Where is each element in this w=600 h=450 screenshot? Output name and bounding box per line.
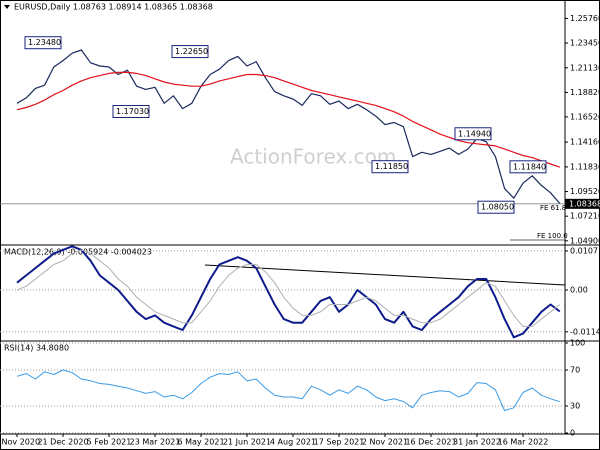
price-annotation: 1.08050 — [477, 200, 515, 214]
x-tick-label: 17 Sep 2021 — [314, 438, 365, 447]
y-tick-label: 1.16520 — [570, 112, 600, 121]
watermark: ActionForex.com — [230, 145, 396, 169]
y-tick-label: 0.00 — [570, 285, 588, 294]
x-tick-label: 16 Mar 2022 — [498, 438, 549, 447]
annotation-box — [509, 160, 547, 174]
price-annotation: 1.14940 — [454, 127, 492, 141]
price-annotation: 1.11850 — [371, 160, 409, 174]
series-line — [16, 49, 561, 204]
price-annotation: 1.17030 — [112, 104, 150, 118]
x-tick-label: 5 Feb 2021 — [87, 438, 132, 447]
annotation-box — [454, 127, 492, 141]
x-tick-label: 21 Jun 2021 — [223, 438, 271, 447]
x-tick-label: 5 Nov 2020 — [0, 438, 40, 447]
annotation-label: 1.14940 — [458, 129, 491, 138]
price-annotation: 1.23480 — [24, 36, 62, 50]
series-line — [16, 369, 560, 411]
annotation-box — [112, 104, 150, 118]
y-tick-label: 1.14160 — [570, 138, 600, 147]
annotation-box — [171, 45, 209, 59]
y-tick-label: 1.07210 — [570, 212, 600, 221]
last-price-box — [565, 198, 599, 209]
annotation-box — [477, 200, 515, 214]
y-tick-label: 1.21130 — [570, 63, 600, 72]
x-tick-label: 16 Dec 2021 — [405, 438, 456, 447]
annotation-label: 1.11840 — [513, 162, 546, 171]
macd-title: MACD(12,26,9) -0.005924 -0.004023 — [4, 248, 152, 257]
y-tick-label: 1.18820 — [570, 88, 600, 97]
y-tick-label: 1.09520 — [570, 187, 600, 196]
y-tick-label: 70 — [570, 366, 580, 375]
y-tick-label: 0.010719 — [570, 246, 600, 255]
y-tick-label: 30 — [570, 402, 580, 411]
x-tick-label: 23 Mar 2021 — [130, 438, 181, 447]
menu-icon — [4, 5, 10, 9]
y-tick-label: 1.11830 — [570, 162, 600, 171]
x-tick-label: 31 Jan 2022 — [453, 438, 501, 447]
series-line — [16, 249, 561, 327]
fe-label: FE 100.0 — [537, 232, 568, 240]
price-annotation: 1.11840 — [509, 160, 547, 174]
annotation-label: 1.17030 — [116, 107, 149, 116]
y-tick-label: 100 — [570, 339, 585, 348]
series-line — [16, 71, 560, 168]
y-tick-label: 1.04900 — [570, 236, 600, 245]
x-tick-label: 2 Nov 2021 — [362, 438, 408, 447]
x-tick-label: 21 Dec 2020 — [37, 438, 88, 447]
trend-line — [204, 264, 566, 286]
price-annotation: 1.22650 — [171, 45, 209, 59]
annotation-label: 1.08050 — [481, 203, 514, 212]
y-tick-label: 1.23450 — [570, 39, 600, 48]
fe-label: FE 61.8 — [540, 204, 566, 212]
y-tick-label: 1.25760 — [570, 14, 600, 23]
chart-title: EURUSD,Daily 1.08763 1.08914 1.08365 1.0… — [14, 3, 213, 12]
annotation-label: 1.22650 — [175, 47, 208, 56]
x-tick-label: 6 May 2021 — [177, 438, 224, 447]
rsi-title: RSI(14) 34.8080 — [4, 344, 69, 353]
last-price-label: 1.08368 — [569, 199, 600, 208]
annotation-label: 1.11850 — [375, 162, 408, 171]
x-tick-label: 4 Aug 2021 — [270, 438, 316, 447]
annotation-box — [24, 36, 62, 50]
y-tick-label: -0.011499 — [570, 327, 600, 336]
annotation-label: 1.23480 — [28, 38, 61, 47]
series-line — [16, 245, 561, 339]
annotation-box — [371, 160, 409, 174]
y-tick-label: 0 — [570, 429, 575, 438]
